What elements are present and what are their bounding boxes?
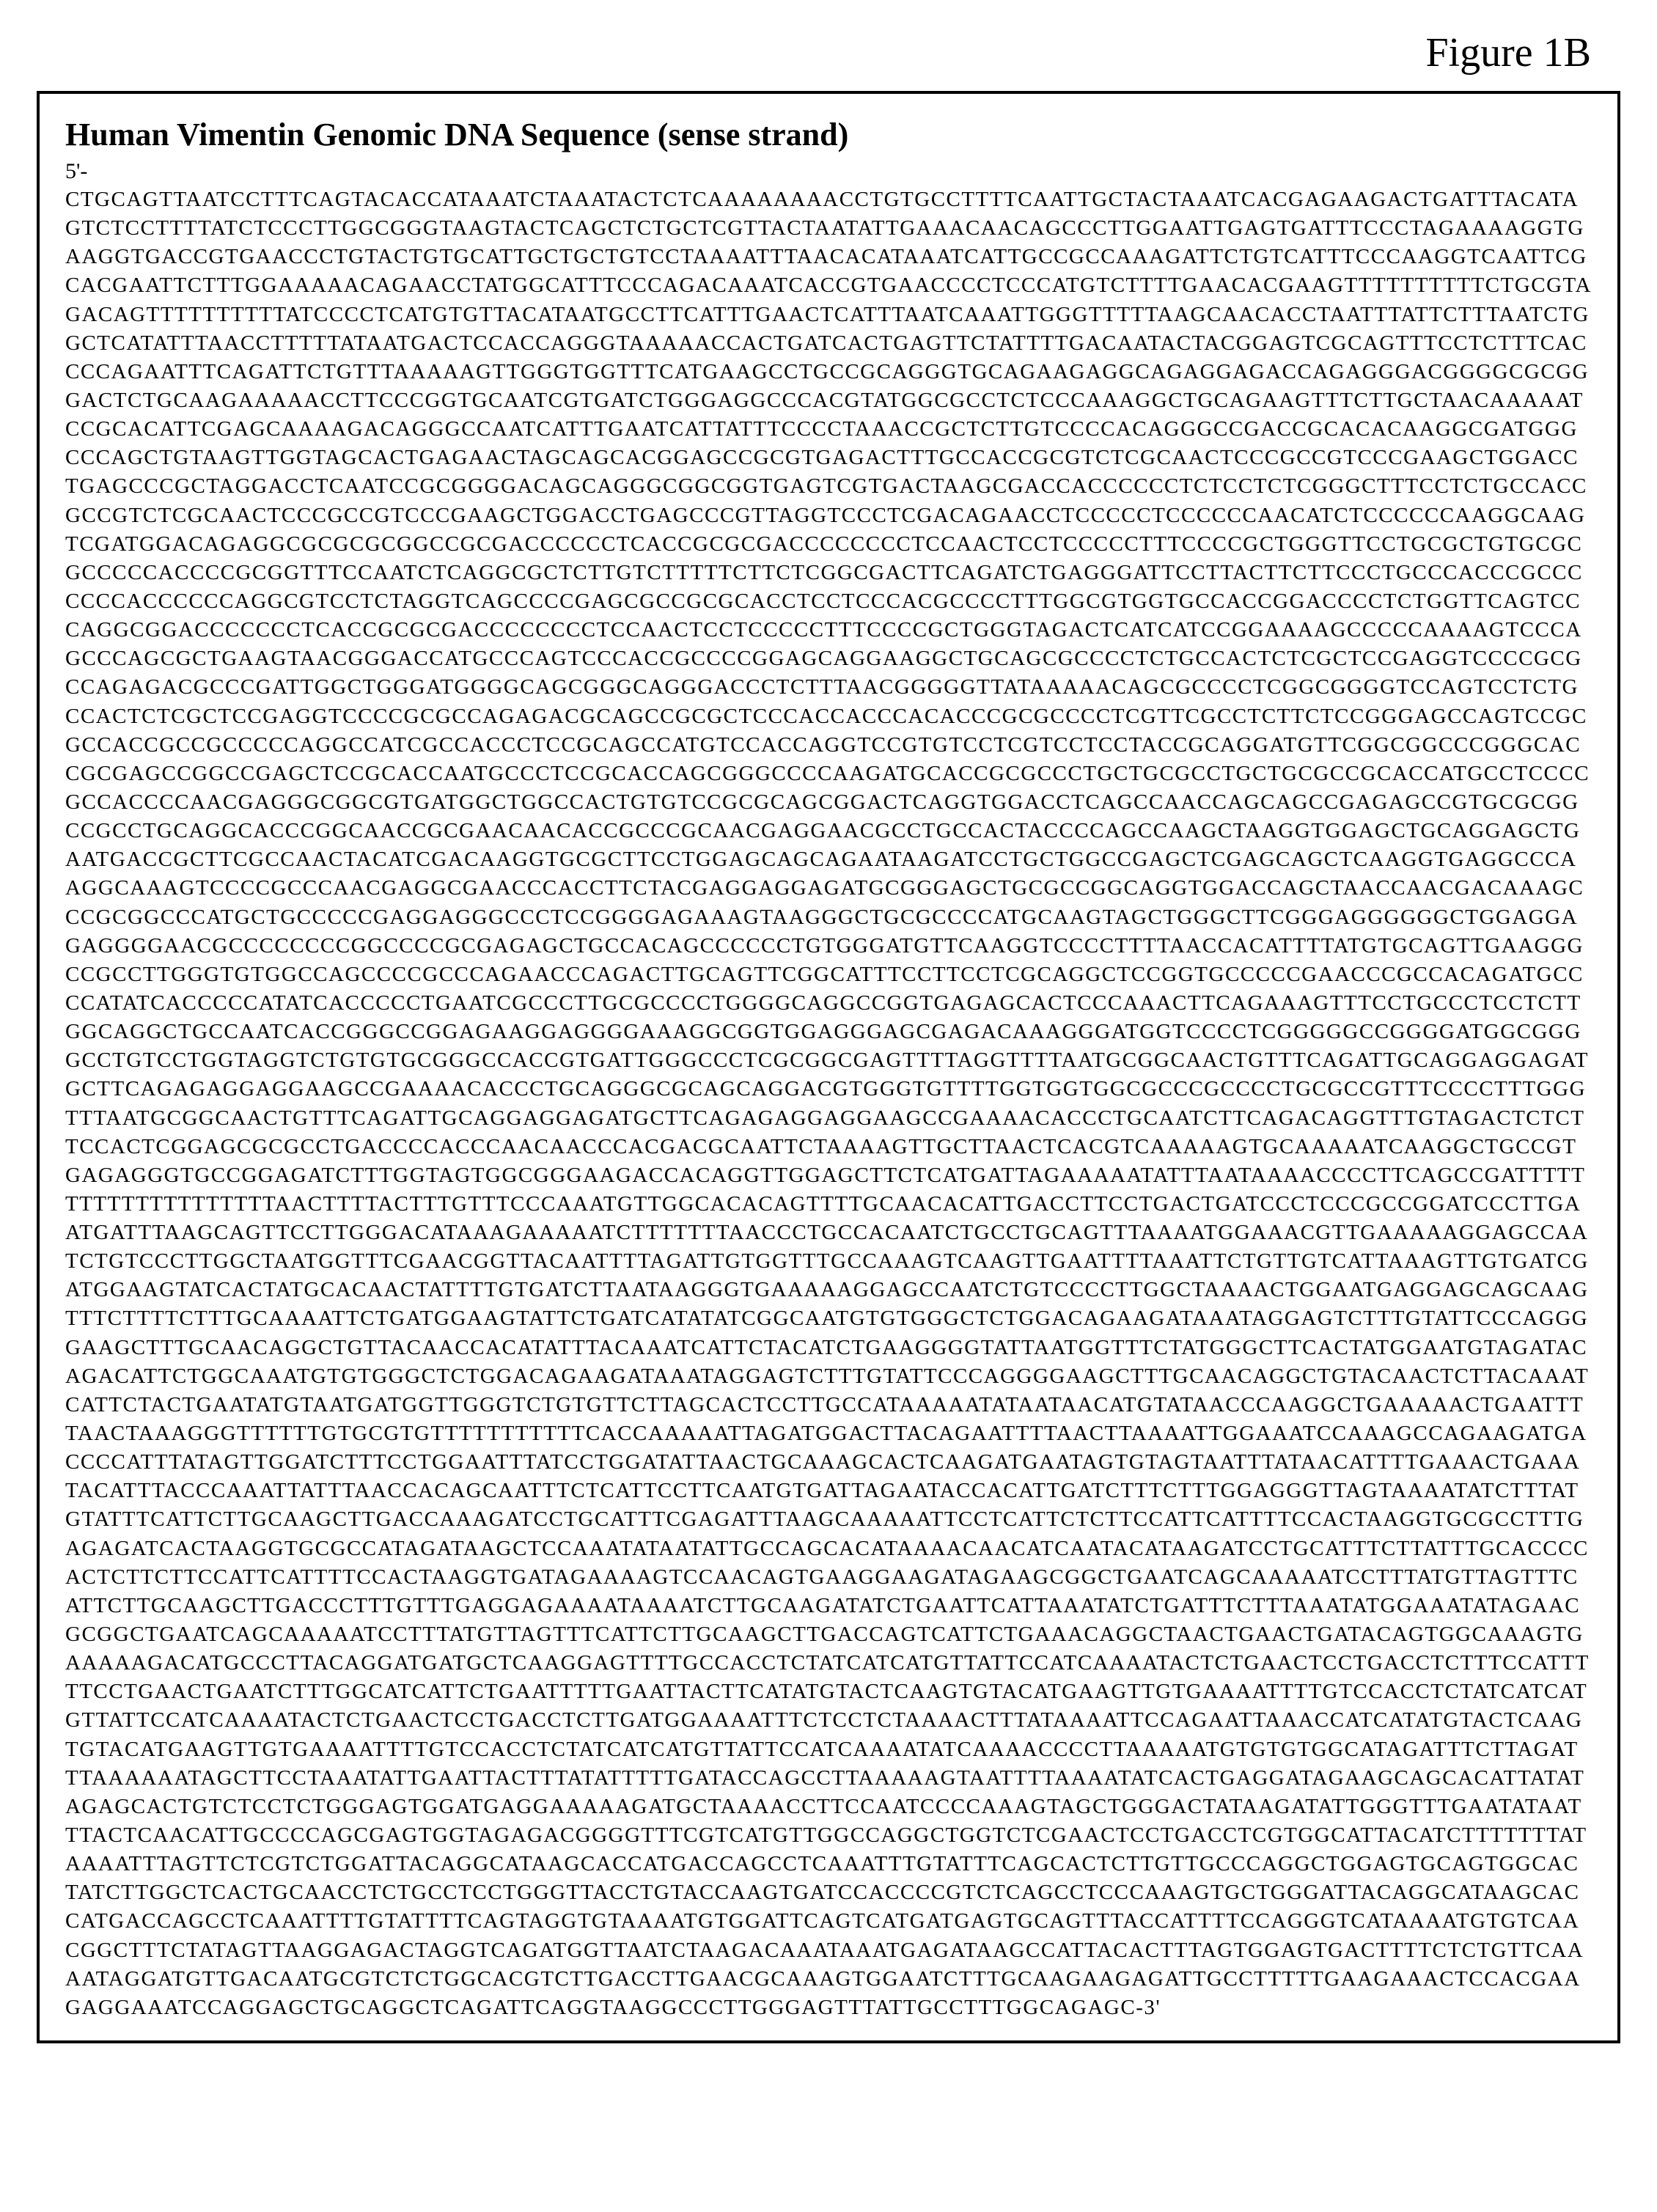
- sequence-block: CTGCAGTTAATCCTTTCAGTACACCATAAATCTAAATACT…: [65, 185, 1592, 2022]
- title: Human Vimentin Genomic DNA Sequence (sen…: [65, 116, 1592, 153]
- sequence-container: Human Vimentin Genomic DNA Sequence (sen…: [37, 91, 1620, 2043]
- five-prime-label: 5'-: [65, 159, 1592, 184]
- figure-label: Figure 1B: [37, 29, 1620, 91]
- page-wrapper: Figure 1B Human Vimentin Genomic DNA Seq…: [37, 29, 1620, 2043]
